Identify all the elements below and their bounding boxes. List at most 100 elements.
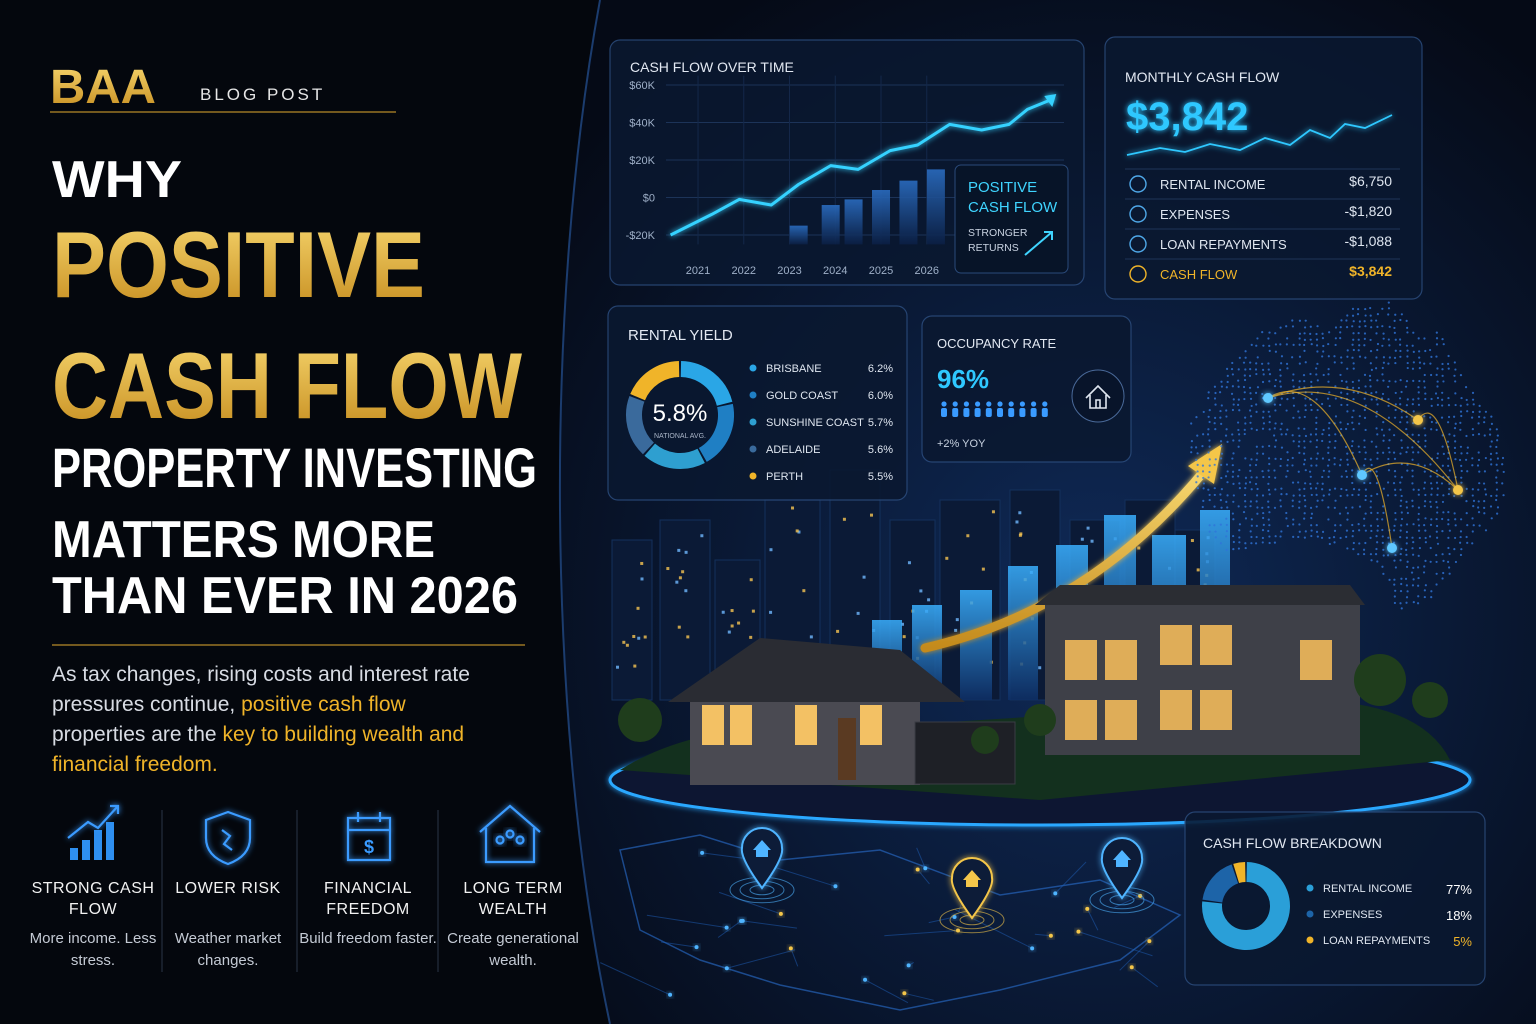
map-dot (1304, 505, 1307, 508)
map-dot (1435, 469, 1438, 472)
map-dot (1411, 446, 1414, 449)
map-dot (1453, 374, 1456, 377)
map-dot (1399, 488, 1402, 491)
map-dot (1220, 385, 1224, 388)
map-dot (1292, 523, 1295, 526)
y-tick-label: $40K (629, 117, 655, 129)
map-dot (1207, 391, 1210, 394)
map-dot (1352, 391, 1355, 394)
window-light (625, 643, 629, 647)
map-dot (1225, 548, 1228, 552)
map-dot (1339, 325, 1342, 329)
map-dot (1375, 332, 1378, 335)
map-dot (1428, 348, 1432, 352)
map-dot (1328, 536, 1331, 540)
map-dot (1338, 512, 1342, 515)
map-dot (1338, 464, 1342, 467)
window-light (666, 567, 670, 571)
map-dot (1238, 482, 1241, 485)
map-dot (1224, 434, 1228, 437)
map-dot (1370, 398, 1373, 401)
map-dot (1231, 361, 1234, 365)
map-dot (1321, 355, 1324, 358)
map-dot (1267, 506, 1270, 509)
map-dot (1327, 506, 1330, 509)
map-dot (1225, 463, 1229, 466)
map-dot (1237, 547, 1240, 550)
map-dot (1405, 601, 1408, 604)
map-dot (1297, 535, 1300, 539)
map-dot (1357, 553, 1360, 556)
map-dot (1232, 494, 1235, 497)
map-dot (1279, 380, 1282, 383)
map-dot (1448, 469, 1451, 472)
map-dot (1315, 427, 1318, 431)
map-dot (1394, 566, 1397, 569)
window (1200, 690, 1232, 730)
map-dot (1363, 464, 1366, 467)
map-dot (1410, 571, 1414, 574)
map-dot (1430, 518, 1433, 521)
map-dot (1411, 344, 1414, 347)
map-dot (1460, 396, 1463, 400)
map-dot (1268, 373, 1272, 376)
map-dot (1435, 500, 1438, 504)
map-dot (1435, 554, 1438, 557)
map-dot (1406, 355, 1409, 358)
map-dot (1423, 337, 1426, 340)
map-dot (1298, 451, 1301, 454)
map-dot (1382, 451, 1385, 454)
map-dot (1238, 439, 1241, 442)
map-dot (1454, 368, 1457, 371)
window (1200, 625, 1232, 665)
map-dot (1352, 367, 1355, 370)
map-dot (1423, 415, 1426, 418)
map-dot (1424, 439, 1427, 442)
map-dot (1351, 356, 1354, 359)
map-dot (1340, 361, 1343, 364)
map-dot (1345, 470, 1348, 473)
window-light (927, 598, 931, 602)
tree (971, 726, 999, 754)
map-dot (1370, 368, 1373, 372)
person-body (952, 408, 959, 417)
map-dot (1376, 325, 1379, 328)
map-dot (1261, 368, 1265, 371)
map-dot (1466, 541, 1469, 544)
map-dot (1394, 338, 1397, 341)
map-dot (1382, 511, 1385, 514)
map-dot (1429, 505, 1433, 508)
map-dot (1399, 589, 1403, 593)
map-dot (1309, 403, 1313, 407)
intro: As tax changes, rising costs and interes… (52, 660, 492, 780)
map-dot (1483, 512, 1486, 515)
window-light (640, 577, 644, 581)
map-dot (1309, 440, 1312, 443)
map-dot (1297, 410, 1300, 413)
map-dot (1322, 428, 1325, 432)
map-dot (1315, 487, 1318, 490)
map-dot (1232, 398, 1235, 401)
map-dot (1418, 356, 1421, 359)
map-dot (1430, 373, 1433, 377)
map-dot (1309, 338, 1312, 341)
map-dot (1501, 463, 1504, 466)
person-body (1030, 408, 1037, 417)
map-dot (1370, 529, 1373, 533)
map-dot (1471, 464, 1474, 467)
panel-title: OCCUPANCY RATE (937, 336, 1057, 351)
map-dot (1453, 512, 1456, 515)
map-dot (1238, 356, 1241, 359)
map-dot (1459, 428, 1462, 431)
map-dot (1244, 368, 1247, 371)
person-head (952, 401, 958, 407)
map-dot (1405, 530, 1408, 534)
row-value: -$1,088 (1345, 233, 1393, 249)
map-dot (1255, 403, 1258, 406)
map-dot (1424, 445, 1427, 448)
feature-text: Build freedom faster. (299, 930, 437, 947)
map-dot (1417, 488, 1420, 491)
map-dot (1374, 553, 1378, 556)
building (611, 539, 653, 701)
map-dot (1375, 356, 1378, 359)
